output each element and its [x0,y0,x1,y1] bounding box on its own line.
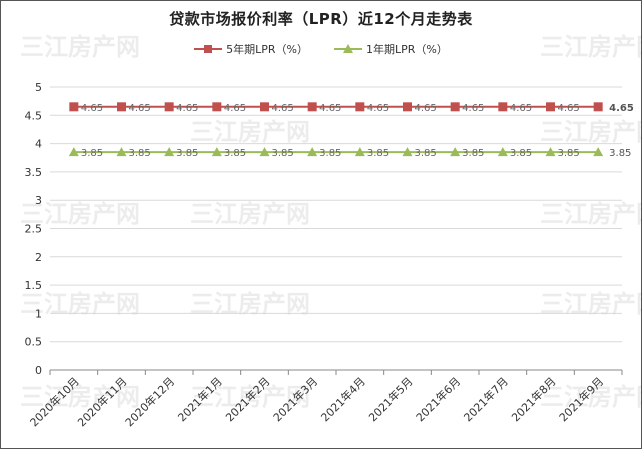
data-label: 4.65 [129,103,151,114]
watermark-text: 三江房产网 [20,33,140,61]
legend: 5年期LPR（%） 1年期LPR（%） [0,41,642,57]
x-tick-label: 2021年6月 [413,374,463,424]
y-tick-label: 4.5 [25,109,43,122]
data-point-triangle [545,147,556,157]
data-label: 4.65 [272,103,294,114]
data-point-square [546,102,555,112]
watermark-text: 三江房产网 [540,118,642,146]
x-tick-label: 2021年5月 [365,374,415,424]
data-point-triangle [354,147,365,157]
data-label: 4.65 [81,103,103,114]
data-label: 3.85 [272,148,294,159]
data-point-square [69,102,79,112]
data-point-square [212,102,222,112]
data-point-square [403,102,412,112]
watermark-text: 三江房产网 [190,118,310,146]
data-label: 3.85 [609,148,631,159]
data-point-triangle [116,147,127,157]
data-point-square [164,102,174,112]
watermark-text: 三江房产网 [20,200,140,228]
data-label: 3.85 [462,148,484,159]
data-label: 3.85 [415,148,437,159]
data-point-square [117,102,126,112]
legend-item-1y: 1年期LPR（%） [334,41,448,57]
legend-label-1y: 1年期LPR（%） [366,43,448,56]
y-tick-label: 0 [35,364,42,377]
y-tick-label: 4 [35,138,42,151]
data-point-square [498,102,508,112]
y-tick-label: 3.5 [25,166,43,179]
data-point-triangle [164,147,175,157]
data-point-triangle [450,147,461,157]
data-point-triangle [211,147,222,157]
data-label: 4.65 [319,103,341,114]
y-tick-label: 0.5 [25,336,43,349]
legend-swatch-triangle-icon [334,44,362,54]
data-label: 4.65 [367,103,389,114]
watermark-text: 三江房产网 [540,383,642,411]
y-tick-label: 1.5 [25,279,43,292]
data-label: 3.85 [367,148,389,159]
data-point-triangle [68,147,79,157]
data-point-triangle [307,147,318,157]
y-tick-label: 3 [35,194,42,207]
legend-item-5y: 5年期LPR（%） [194,41,308,57]
x-tick-label: 2021年4月 [318,374,368,424]
y-tick-label: 1 [35,307,42,320]
watermark-text: 三江房产网 [20,383,140,411]
data-label: 4.65 [462,103,484,114]
y-tick-label: 5 [35,81,42,94]
data-label: 3.85 [510,148,532,159]
data-point-square [307,102,317,112]
data-label: 4.65 [609,103,634,114]
watermark-text: 三江房产网 [190,383,310,411]
data-label: 4.65 [510,103,532,114]
data-label: 4.65 [224,103,246,114]
data-point-triangle [497,147,508,157]
data-label: 3.85 [176,148,198,159]
data-label: 4.65 [176,103,198,114]
y-tick-label: 2 [35,251,42,264]
data-label: 3.85 [81,148,103,159]
legend-swatch-square-icon [194,44,223,54]
data-point-square [450,102,460,112]
data-label: 3.85 [558,148,580,159]
data-point-triangle [593,147,604,157]
watermark-text: 三江房产网 [540,33,642,61]
data-point-square [355,102,365,112]
data-label: 3.85 [319,148,341,159]
watermark-text: 三江房产网 [190,200,310,228]
data-point-triangle [259,147,270,157]
y-tick-label: 2.5 [25,223,43,236]
legend-label-5y: 5年期LPR（%） [226,43,308,56]
data-label: 4.65 [415,103,437,114]
data-label: 4.65 [558,103,580,114]
x-tick-label: 2021年7月 [461,374,511,424]
data-point-square [593,102,603,112]
data-point-square [260,102,269,112]
watermark-text: 三江房产网 [540,200,642,228]
chart-title: 贷款市场报价利率（LPR）近12个月走势表 [169,10,473,28]
data-point-triangle [402,147,413,157]
data-label: 3.85 [129,148,151,159]
data-label: 3.85 [224,148,246,159]
